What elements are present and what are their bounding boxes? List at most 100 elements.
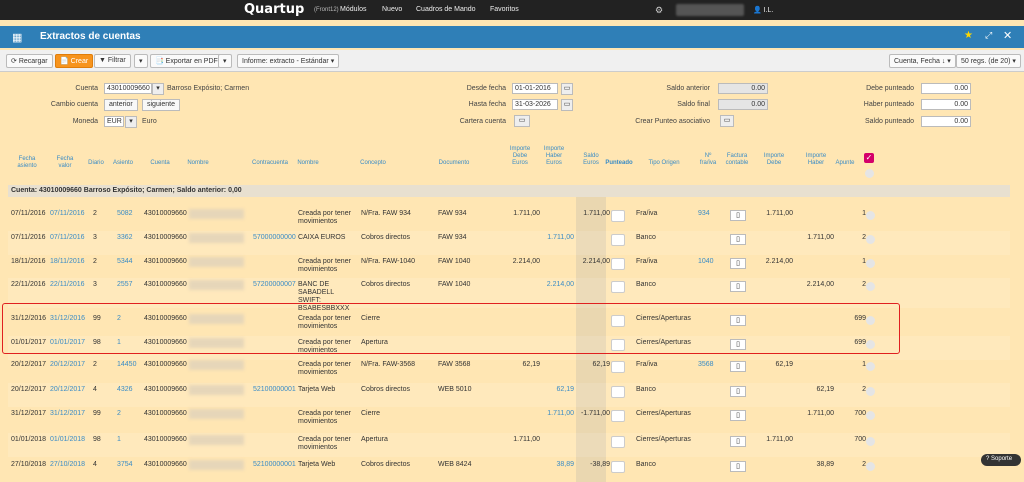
col-fecha-asiento[interactable]: Fecha asiento: [17, 156, 37, 169]
factura-doc-icon[interactable]: ▯: [730, 258, 746, 269]
col-n-fra[interactable]: Nº fra/iva: [699, 153, 717, 166]
cell-fecha-valor[interactable]: 07/11/2016: [50, 210, 85, 217]
factura-doc-icon[interactable]: ▯: [730, 339, 746, 350]
table-row[interactable]: 31/12/2016 31/12/2016 99 2 43010009660 Creada…: [8, 312, 1010, 336]
col-importe-debe[interactable]: Importe Debe Euros: [509, 146, 531, 166]
hasta-fecha-input[interactable]: 31-03-2026: [512, 99, 558, 110]
punteado-checkbox[interactable]: [611, 258, 625, 270]
factura-doc-icon[interactable]: ▯: [730, 461, 746, 472]
col-saldo[interactable]: Saldo Euros: [583, 153, 599, 166]
cell-importe-haber[interactable]: 62,19: [556, 386, 574, 393]
informe-select[interactable]: Informe: extracto - Estándar ▾: [237, 54, 340, 68]
cell-asiento[interactable]: 2557: [117, 281, 133, 288]
regs-select[interactable]: 50 regs. (de 20) ▾: [956, 54, 1021, 68]
cell-asiento[interactable]: 3754: [117, 461, 133, 468]
cell-asiento[interactable]: 4326: [117, 386, 133, 393]
cell-n-fra[interactable]: 1040: [698, 258, 714, 265]
col-punteado[interactable]: Punteado: [605, 160, 633, 166]
cell-fecha-valor[interactable]: 31/12/2017: [50, 410, 86, 417]
close-icon[interactable]: ✕: [1003, 30, 1013, 42]
table-row[interactable]: 01/01/2018 01/01/2018 98 1 43010009660 Creada…: [8, 433, 1010, 457]
gear-icon[interactable]: ⚙: [655, 5, 664, 15]
col-documento[interactable]: Documento: [438, 160, 470, 166]
row-action-circle[interactable]: [866, 235, 875, 244]
punteado-checkbox[interactable]: [611, 315, 625, 327]
row-action-circle[interactable]: [866, 211, 875, 220]
nav-cuadros[interactable]: Cuadros de Mando: [416, 6, 476, 13]
crear-punteo-button[interactable]: ▭: [720, 115, 734, 127]
punteado-checkbox[interactable]: [611, 234, 625, 246]
col-apunte[interactable]: Apunte: [835, 160, 855, 166]
col-contracuenta[interactable]: Contracuenta: [251, 160, 289, 166]
cell-contracuenta[interactable]: 52100000001: [253, 461, 296, 468]
exportar-pdf-button[interactable]: 📑 Exportar en PDF: [150, 54, 223, 68]
cell-contracuenta[interactable]: 52100000001: [253, 386, 296, 393]
factura-doc-icon[interactable]: ▯: [730, 210, 746, 221]
nav-nuevo[interactable]: Nuevo: [382, 6, 403, 13]
punteado-checkbox[interactable]: [611, 461, 625, 473]
col-imp-debe[interactable]: Importe Debe: [763, 153, 785, 166]
factura-doc-icon[interactable]: ▯: [730, 234, 746, 245]
exportar-dropdown[interactable]: ▾: [218, 54, 232, 68]
punteado-checkbox[interactable]: [611, 386, 625, 398]
cell-importe-haber[interactable]: 1.711,00: [547, 410, 574, 417]
cell-asiento[interactable]: 2: [117, 315, 121, 322]
table-row[interactable]: 20/12/2017 20/12/2017 2 14450 43010009660 Cre…: [8, 358, 1010, 382]
punteado-checkbox[interactable]: [611, 410, 625, 422]
row-action-circle[interactable]: [866, 316, 875, 325]
cell-fecha-valor[interactable]: 01/01/2017: [50, 339, 86, 346]
row-action-circle[interactable]: [866, 437, 875, 446]
table-row[interactable]: 31/12/2017 31/12/2017 99 2 43010009660 Creada…: [8, 407, 1010, 433]
select-all-checkbox[interactable]: ✓: [864, 153, 874, 163]
table-row[interactable]: 18/11/2016 18/11/2016 2 5344 43010009660 Crea…: [8, 255, 1010, 279]
col-asiento[interactable]: Asiento: [112, 160, 133, 166]
expand-icon[interactable]: ⤢: [985, 30, 993, 40]
punteado-checkbox[interactable]: [611, 281, 625, 293]
cell-asiento[interactable]: 5082: [117, 210, 133, 217]
cell-fecha-valor[interactable]: 31/12/2016: [50, 315, 86, 322]
cell-fecha-valor[interactable]: 20/12/2017: [50, 386, 86, 393]
row-action-circle[interactable]: [866, 340, 875, 349]
desde-calendar-icon[interactable]: ▭: [561, 83, 573, 95]
factura-doc-icon[interactable]: ▯: [730, 315, 746, 326]
punteado-checkbox[interactable]: [611, 361, 625, 373]
nav-favoritos[interactable]: Favoritos: [490, 6, 519, 13]
col-fecha-valor[interactable]: Fecha valor: [56, 156, 74, 169]
factura-doc-icon[interactable]: ▯: [730, 436, 746, 447]
factura-doc-icon[interactable]: ▯: [730, 281, 746, 292]
filtrar-button[interactable]: ▼ Filtrar: [94, 54, 131, 68]
hasta-calendar-icon[interactable]: ▭: [561, 99, 573, 111]
punteado-checkbox[interactable]: [611, 210, 625, 222]
col-importe-haber[interactable]: Importe Haber Euros: [543, 146, 565, 166]
cell-importe-haber[interactable]: 38,89: [556, 461, 574, 468]
table-row[interactable]: 01/01/2017 01/01/2017 98 1 43010009660 Creada…: [8, 336, 1010, 360]
cell-fecha-valor[interactable]: 27/10/2018: [50, 461, 86, 468]
row-action-circle[interactable]: [866, 259, 875, 268]
cell-contracuenta[interactable]: 57000000000: [253, 234, 296, 241]
table-row[interactable]: 07/11/2016 07/11/2016 3 3362 43010009660 5700…: [8, 231, 1010, 255]
punteado-checkbox[interactable]: [611, 339, 625, 351]
cell-contracuenta[interactable]: 57200000007: [253, 281, 296, 288]
cuenta-input[interactable]: 43010009660: [104, 83, 152, 94]
table-row[interactable]: 07/11/2016 07/11/2016 2 5082 43010009660 Crea…: [8, 207, 1010, 231]
col-factura-contable[interactable]: Factura contable: [725, 153, 749, 166]
cell-asiento[interactable]: 3362: [117, 234, 133, 241]
cell-fecha-valor[interactable]: 07/11/2016: [50, 234, 85, 241]
recargar-button[interactable]: ⟳ Recargar: [6, 54, 53, 68]
col-nombre2[interactable]: Nombre: [297, 160, 319, 166]
cell-asiento[interactable]: 1: [117, 339, 121, 346]
col-tipo-origen[interactable]: Tipo Origen: [648, 160, 680, 166]
cell-importe-haber[interactable]: 2.214,00: [546, 281, 574, 288]
table-row[interactable]: 27/10/2018 27/10/2018 4 3754 43010009660 5210…: [8, 458, 1010, 482]
cuenta-dropdown[interactable]: ▾: [152, 83, 164, 95]
factura-doc-icon[interactable]: ▯: [730, 361, 746, 372]
soporte-button[interactable]: ? Soporte: [981, 454, 1021, 466]
cartera-icon[interactable]: ▭: [514, 115, 530, 127]
row-action-circle[interactable]: [866, 362, 875, 371]
row-action-circle[interactable]: [866, 462, 875, 471]
table-row[interactable]: 20/12/2017 20/12/2017 4 4326 43010009660 5210…: [8, 383, 1010, 407]
favorite-star-icon[interactable]: ★: [964, 30, 973, 41]
col-imp-haber[interactable]: Importe Haber: [805, 153, 827, 166]
cell-n-fra[interactable]: 934: [698, 210, 710, 217]
cell-asiento[interactable]: 1: [117, 436, 121, 443]
